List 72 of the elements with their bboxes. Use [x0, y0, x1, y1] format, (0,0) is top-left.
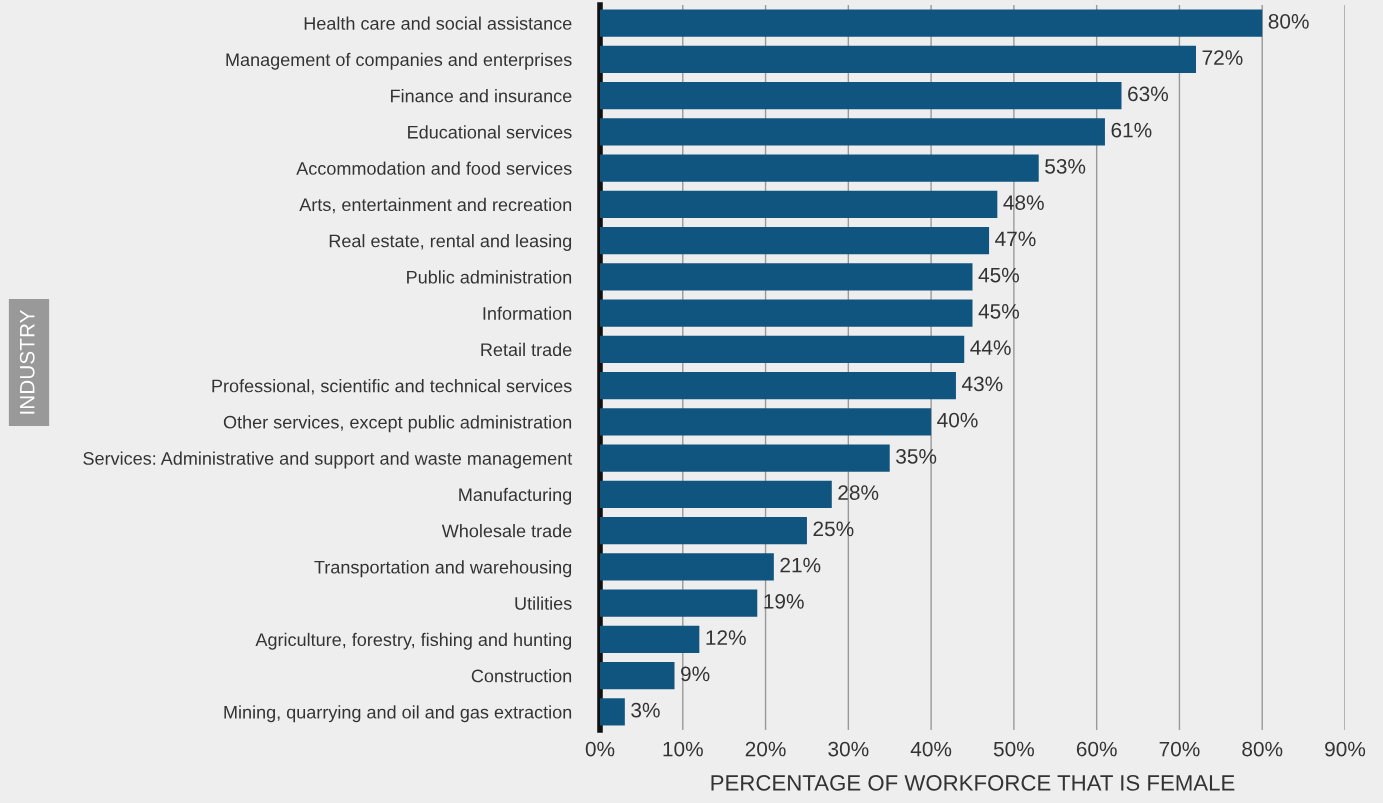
y-tick-label: Health care and social assistance — [304, 16, 572, 30]
data-label: 43% — [961, 376, 1003, 392]
bar — [600, 444, 890, 472]
y-tick-label: Other services, except public administration — [223, 415, 572, 433]
y-tick-label: Agriculture, forestry, fishing and hunting — [255, 632, 572, 650]
x-tick-label: 10% — [663, 741, 703, 757]
y-tick-label: Real estate, rental and leasing — [329, 234, 572, 251]
bar — [600, 45, 1196, 73]
y-tick-label: Utilities — [515, 596, 572, 610]
bar — [600, 154, 1039, 182]
bar — [600, 118, 1105, 146]
data-label: 25% — [813, 521, 854, 537]
bar — [600, 372, 956, 400]
bar — [600, 335, 965, 363]
bar — [600, 190, 998, 218]
y-tick-label: Services: Administrative and support and waste management — [83, 451, 573, 469]
x-tick-label: 0% — [585, 741, 615, 757]
data-label: 21% — [780, 557, 821, 573]
data-label: 35% — [896, 448, 937, 464]
bar — [600, 589, 758, 617]
x-tick-label: 30% — [828, 741, 869, 757]
x-tick-label: 40% — [910, 741, 952, 757]
data-label: 45% — [978, 267, 1020, 283]
bar — [600, 408, 932, 436]
y-tick-label: Educational services — [408, 125, 572, 139]
bar — [600, 263, 973, 291]
data-label: 61% — [1111, 122, 1152, 138]
y-tick-label: Transportation and warehousing — [314, 560, 572, 578]
bar — [600, 553, 774, 581]
y-tick-label: Construction — [471, 669, 572, 683]
x-tick-label: 70% — [1159, 741, 1200, 757]
bar — [600, 9, 1263, 37]
data-label: 47% — [995, 231, 1036, 247]
data-label: 80% — [1268, 13, 1309, 29]
data-label: 45% — [978, 304, 1020, 319]
x-tick-label: 60% — [1076, 741, 1117, 757]
data-label: 63% — [1128, 86, 1169, 102]
bar — [600, 227, 990, 255]
y-tick-label: Finance and insurance — [391, 89, 572, 103]
y-tick-label: Professional, scientific and technical services — [212, 379, 572, 395]
data-label: 19% — [764, 593, 804, 609]
y-tick-label: Management of companies and enterprises — [226, 52, 572, 70]
bar — [600, 299, 973, 327]
data-label: 9% — [681, 666, 710, 682]
y-tick-label: Arts, entertainment and recreation — [299, 197, 572, 214]
bar — [600, 82, 1122, 110]
data-label: 44% — [970, 340, 1011, 355]
data-label: 28% — [838, 485, 879, 500]
y-axis-title: INDUSTRY — [19, 309, 35, 414]
y-tick-label: Wholesale trade — [441, 524, 572, 538]
x-axis-title: PERCENTAGE OF WORKFORCE THAT IS FEMALE — [711, 775, 1235, 791]
bar — [600, 625, 700, 653]
x-tick-label: 80% — [1242, 741, 1283, 757]
data-label: 12% — [706, 630, 746, 645]
bar — [600, 480, 832, 508]
y-tick-label: Public administration — [407, 270, 572, 284]
x-tick-label: 20% — [745, 741, 786, 757]
data-label: 40% — [937, 412, 978, 428]
bar — [600, 698, 625, 726]
y-tick-label: Mining, quarrying and oil and gas extraction — [224, 705, 572, 723]
x-tick-label: 90% — [1325, 741, 1366, 757]
data-label: 48% — [1003, 195, 1044, 210]
x-tick-label: 50% — [993, 741, 1034, 757]
y-tick-label: Information — [483, 306, 572, 320]
data-label: 53% — [1045, 158, 1086, 174]
y-tick-label: Retail trade — [481, 342, 572, 357]
data-label: 72% — [1202, 50, 1243, 65]
data-label: 3% — [631, 702, 660, 718]
y-tick-label: Manufacturing — [459, 487, 572, 505]
y-tick-label: Accommodation and food services — [296, 161, 572, 175]
bar — [600, 662, 675, 690]
bar — [600, 517, 807, 545]
